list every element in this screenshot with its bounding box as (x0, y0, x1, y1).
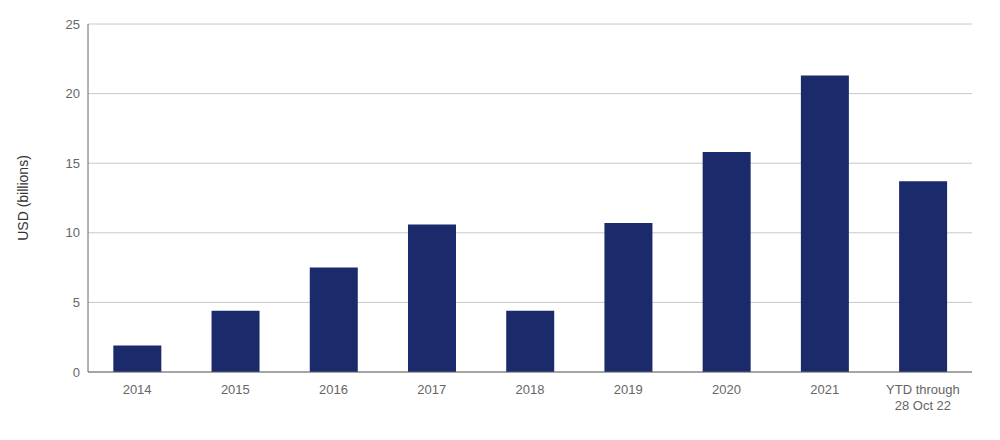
svg-text:0: 0 (73, 365, 80, 380)
svg-text:2016: 2016 (319, 382, 348, 397)
svg-text:2017: 2017 (417, 382, 446, 397)
svg-text:2020: 2020 (712, 382, 741, 397)
svg-text:20: 20 (66, 86, 80, 101)
svg-text:5: 5 (73, 295, 80, 310)
svg-text:YTD through28 Oct 22: YTD through28 Oct 22 (886, 382, 960, 413)
svg-text:2019: 2019 (614, 382, 643, 397)
svg-text:2015: 2015 (221, 382, 250, 397)
svg-text:2021: 2021 (810, 382, 839, 397)
svg-text:2018: 2018 (516, 382, 545, 397)
svg-text:10: 10 (66, 225, 80, 240)
svg-text:USD (billions): USD (billions) (15, 155, 31, 241)
svg-text:2014: 2014 (123, 382, 152, 397)
svg-text:15: 15 (66, 156, 80, 171)
svg-text:25: 25 (66, 17, 80, 32)
